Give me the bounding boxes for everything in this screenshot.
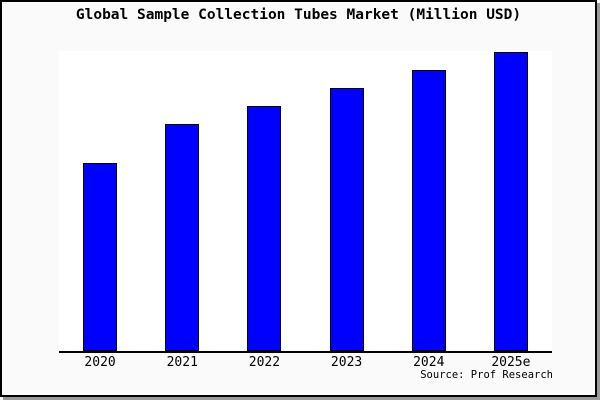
- x-axis-label-2022: 2022: [248, 355, 281, 370]
- bar-2020: [83, 163, 118, 351]
- x-axis-label-2020: 2020: [84, 355, 116, 370]
- x-axis-label-2025e: 2025e: [491, 355, 531, 370]
- plot-area: [59, 51, 552, 353]
- bar-2023: [329, 88, 364, 351]
- bar-2021: [165, 124, 200, 351]
- bar-2025e: [493, 52, 528, 351]
- bar-2022: [247, 106, 282, 351]
- source-note: Source: Prof Research: [420, 369, 553, 381]
- x-axis-label-2024: 2024: [413, 355, 445, 370]
- x-axis-label-2021: 2021: [166, 355, 198, 370]
- x-axis-labels: 2020 2021 2022 2023 2024 2025e: [59, 355, 552, 371]
- bar-2024: [411, 70, 446, 351]
- chart-title: Global Sample Collection Tubes Market (M…: [75, 7, 522, 23]
- x-axis-label-2023: 2023: [330, 355, 363, 370]
